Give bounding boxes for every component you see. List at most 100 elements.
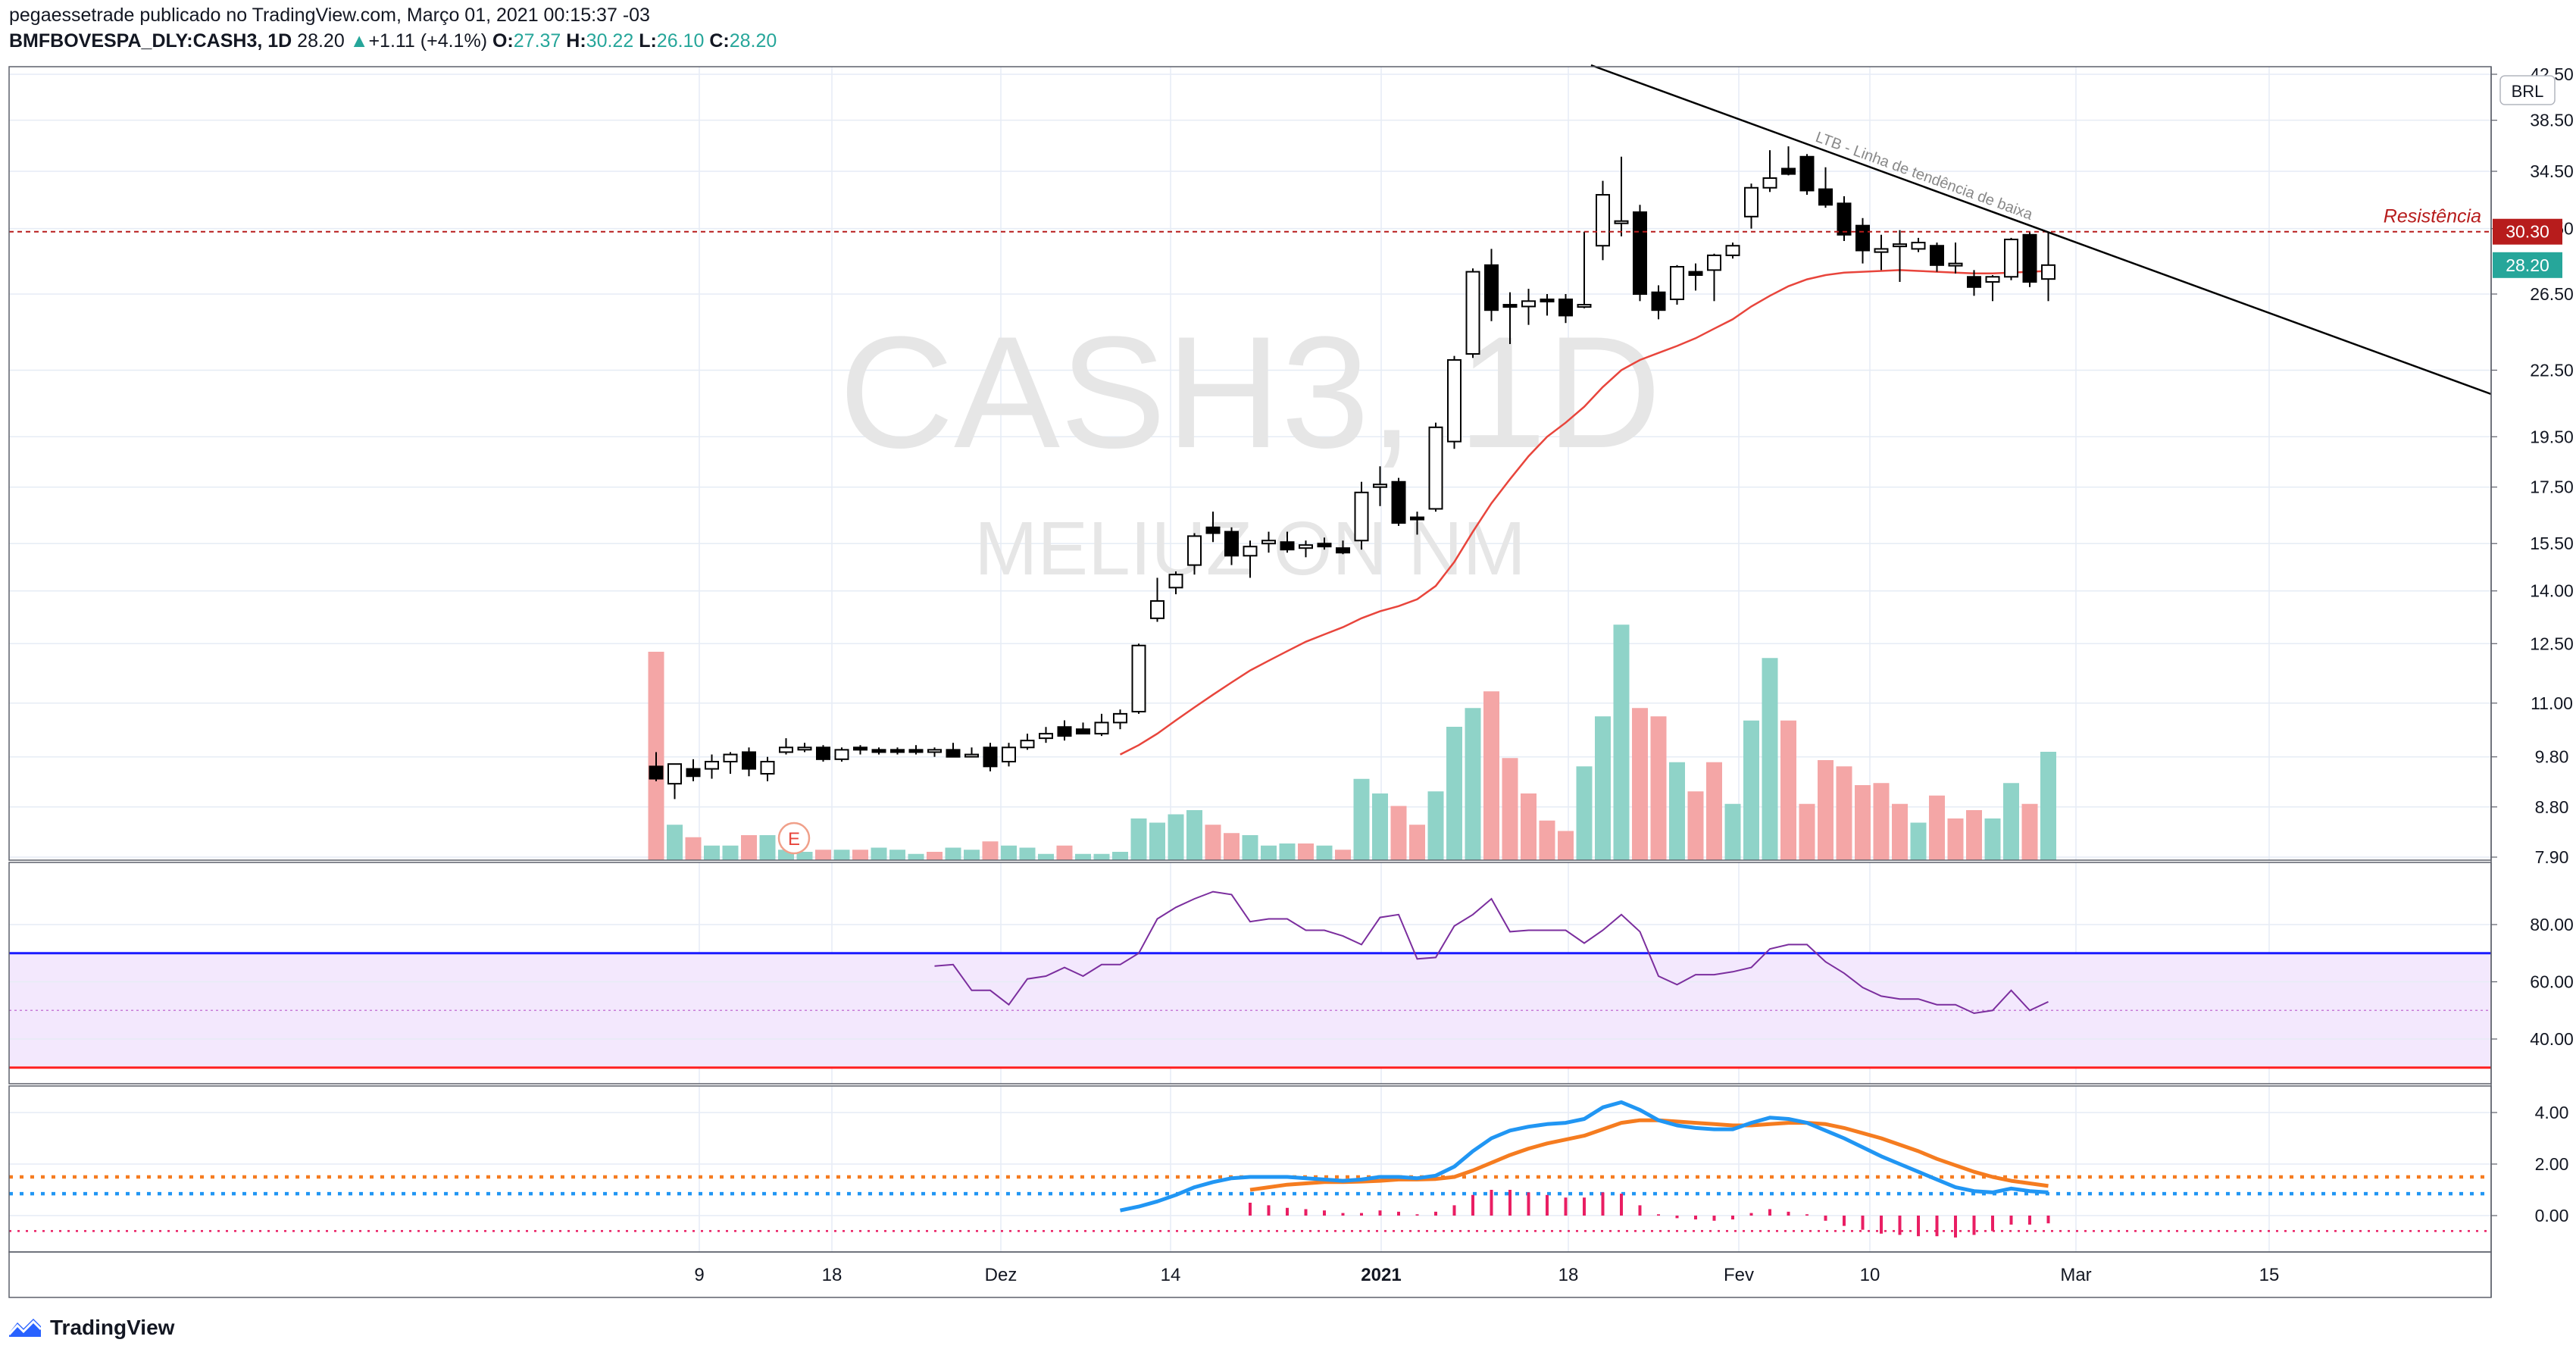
candle-body: [1336, 547, 1350, 554]
candle-body: [1057, 726, 1072, 737]
volume-bar: [2040, 752, 2056, 860]
candle-body: [1150, 600, 1165, 619]
candle-body: [964, 753, 979, 758]
volume-bar: [1205, 825, 1221, 860]
volume-bar: [1019, 847, 1036, 860]
currency-badge: [2499, 75, 2556, 105]
volume-bar: [704, 845, 720, 860]
candle-body: [779, 746, 793, 753]
rsi-tick-label: 60.00: [2530, 972, 2574, 992]
low-value: 26.10: [656, 30, 705, 52]
tradingview-brand[interactable]: TradingView: [50, 1316, 175, 1339]
volume-bar: [1947, 818, 1964, 860]
open-value: 27.37: [513, 30, 561, 52]
candle-body: [1540, 298, 1555, 302]
candle-body: [1502, 304, 1518, 308]
volume-bar: [982, 841, 999, 860]
x-tick-label: Fev: [1724, 1265, 1754, 1285]
rsi-panel: [9, 890, 2491, 1069]
volume-bar: [1446, 727, 1462, 860]
author-name: pegaessetrade publicado no TradingView.c…: [9, 5, 650, 26]
volume-bar: [1780, 720, 1796, 860]
candle-body: [834, 749, 849, 760]
volume-bar: [1558, 831, 1574, 860]
y-tick-label: 14.00: [2530, 581, 2574, 601]
y-tick-label: 7.90: [2535, 847, 2569, 867]
volume-bar: [1112, 852, 1128, 860]
candle-body: [1299, 544, 1313, 549]
macd-tick-label: 4.00: [2535, 1103, 2569, 1122]
y-tick-label: 22.50: [2530, 360, 2574, 380]
macd-signal-line: [1249, 1118, 2049, 1192]
symbol-name[interactable]: BMFBOVESPA_DLY:CASH3, 1D: [9, 30, 292, 52]
candle-body: [1354, 491, 1369, 542]
y-tick-label: 12.50: [2530, 634, 2574, 653]
time-axis-frame: [8, 1251, 2492, 1298]
volume-bar: [1706, 762, 1722, 860]
volume-bar: [1613, 624, 1630, 860]
volume-bar: [1595, 716, 1611, 860]
candle-body: [1280, 541, 1295, 551]
volume-bar: [1762, 658, 1778, 860]
candle-body: [1670, 265, 1684, 300]
volume-bar: [796, 852, 813, 860]
x-tick-label: Mar: [2060, 1265, 2091, 1285]
low-label: L:: [639, 30, 657, 52]
y-tick-label: 17.50: [2530, 477, 2574, 497]
volume-bar: [1298, 843, 1314, 860]
volume-bar: [759, 835, 776, 860]
x-tick-label: 18: [822, 1265, 843, 1285]
candle-body: [1317, 543, 1332, 548]
volume-bar: [1836, 766, 1852, 860]
close-value: 28.20: [729, 30, 777, 52]
volume-bar: [1149, 822, 1165, 860]
candle-body: [797, 746, 812, 751]
y-tick-label: 8.80: [2535, 797, 2569, 817]
volume-bar: [667, 825, 683, 860]
candle-body: [1818, 188, 1833, 206]
price-tag-label: 28.20: [2506, 255, 2549, 275]
x-tick-label: 2021: [1361, 1265, 1401, 1285]
candle-body: [1002, 746, 1016, 762]
earnings-marker-label: E: [788, 829, 800, 850]
volume-bar: [1427, 791, 1444, 860]
candle-body: [1948, 262, 1963, 267]
y-tick-label: 38.50: [2530, 111, 2574, 130]
close-label: C:: [709, 30, 730, 52]
volume-bar: [1353, 778, 1370, 860]
tradingview-logo-icon: [8, 1319, 42, 1337]
candle-body: [742, 751, 756, 770]
volume-bar: [1224, 833, 1240, 860]
volume-bar: [741, 835, 757, 860]
candle-body: [927, 749, 942, 753]
price-tag-label: 30.30: [2506, 222, 2549, 242]
volume-bar: [2003, 783, 2019, 860]
volume-bar: [815, 850, 831, 860]
candle-body: [1781, 167, 1796, 175]
y-tick-label: 19.50: [2530, 427, 2574, 446]
volume-bar: [1075, 853, 1091, 860]
volume-bar: [1576, 766, 1593, 860]
candle-body: [1837, 202, 1852, 236]
currency-label: BRL: [2512, 82, 2544, 101]
price-series: [649, 146, 2055, 800]
high-value: 30.22: [586, 30, 634, 52]
candle-body: [871, 749, 886, 753]
volume-bar: [871, 847, 887, 860]
volume-bar: [889, 850, 905, 860]
volume-bar: [1242, 835, 1258, 860]
candle-body: [1521, 300, 1536, 308]
volume-bar: [1910, 822, 1927, 860]
candle-body: [1614, 220, 1629, 224]
price-tag: [2493, 252, 2562, 278]
volume-bar: [2021, 803, 2038, 860]
volume-bar: [1093, 853, 1110, 860]
candle-body: [1039, 733, 1053, 740]
volume-bar: [908, 853, 924, 860]
candle-body: [686, 768, 701, 778]
volume-bar: [1687, 791, 1704, 860]
volume-bar: [1465, 708, 1481, 860]
volume-bar: [1502, 758, 1518, 860]
rsi-line: [934, 890, 2049, 1015]
